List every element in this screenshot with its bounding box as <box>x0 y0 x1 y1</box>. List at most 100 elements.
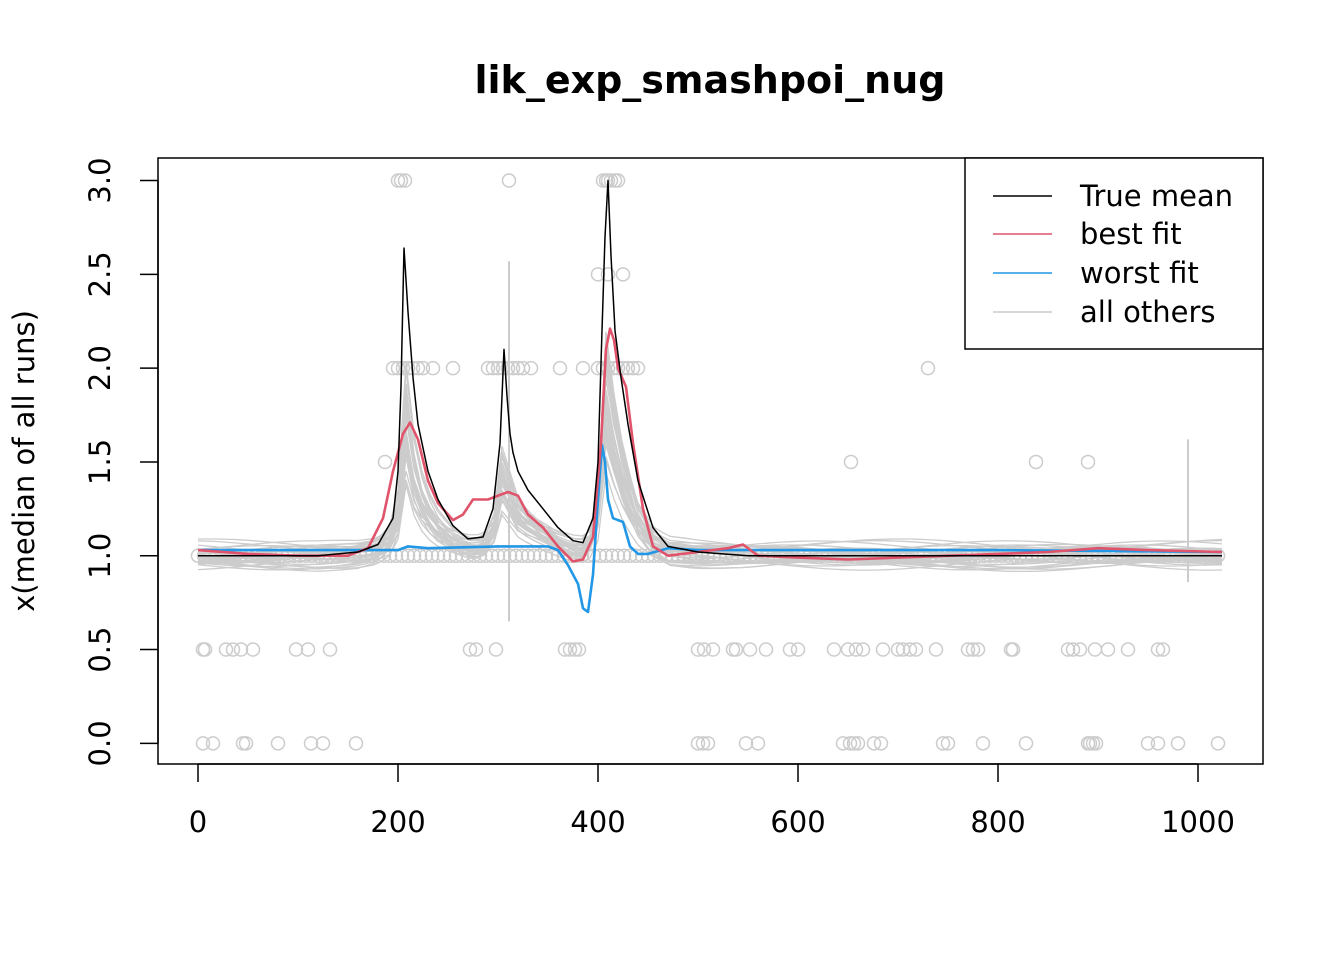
observation-point-274 <box>575 360 591 376</box>
observation-point-239 <box>965 642 981 657</box>
y-axis-label: x(median of all runs) <box>7 310 41 612</box>
observation-point-216 <box>562 642 578 657</box>
y-tick-label-4: 2.0 <box>83 345 117 391</box>
observation-point-269 <box>505 360 521 376</box>
observation-point-295 <box>603 173 619 188</box>
plot-area <box>190 173 1226 751</box>
x-tick-label-3: 600 <box>770 805 825 839</box>
observation-point-264 <box>480 360 496 376</box>
x-tick-label-0: 0 <box>189 805 207 839</box>
observation-point-255 <box>385 360 401 376</box>
observation-point-37 <box>406 548 422 563</box>
x-tick-label-4: 800 <box>970 805 1025 839</box>
observation-point-262 <box>425 360 441 376</box>
observation-point-242 <box>1005 642 1021 657</box>
observation-point-263 <box>445 360 461 376</box>
y-axis: 0.0 0.5 1.0 1.5 2.0 2.5 3.0 <box>83 157 159 766</box>
observation-point-173 <box>205 736 221 751</box>
other-run-line-7 <box>197 364 1223 563</box>
y-tick-label-5: 2.5 <box>83 251 117 297</box>
observation-point-281 <box>620 360 636 376</box>
other-run-line-16 <box>197 391 1223 564</box>
observation-point-175 <box>238 736 254 751</box>
observation-point-38 <box>412 548 428 563</box>
other-run-line-22 <box>197 430 1223 553</box>
observation-point-206 <box>225 642 241 657</box>
observation-point-237 <box>928 642 944 657</box>
legend-label-worst-fit: worst fit <box>1080 256 1199 290</box>
observation-point-193 <box>975 736 991 751</box>
observation-point-238 <box>960 642 976 657</box>
observation-point-47 <box>466 548 482 563</box>
observation-point-297 <box>610 173 626 188</box>
observation-point-210 <box>300 642 316 657</box>
observation-point-45 <box>454 548 470 563</box>
observation-point-53 <box>502 548 518 563</box>
observation-point-55 <box>514 548 530 563</box>
observation-point-36 <box>400 548 416 563</box>
observation-point-227 <box>790 642 806 657</box>
observation-point-184 <box>750 736 766 751</box>
observation-point-205 <box>218 642 234 657</box>
series-line-best-fit <box>197 327 1223 563</box>
observation-point-177 <box>303 736 319 751</box>
observation-point-226 <box>782 642 798 657</box>
y-tick-label-6: 3.0 <box>83 157 117 203</box>
observation-point-272 <box>523 360 539 376</box>
other-run-line-17 <box>197 344 1223 573</box>
observation-point-186 <box>842 736 858 751</box>
observation-point-199 <box>1140 736 1156 751</box>
observation-point-280 <box>615 360 631 376</box>
observation-point-65 <box>574 548 590 563</box>
observation-point-286 <box>600 267 616 282</box>
observation-point-268 <box>500 360 516 376</box>
observation-point-244 <box>1065 642 1081 657</box>
series-line-worst-fit <box>198 443 1223 614</box>
observation-point-213 <box>468 642 484 657</box>
observation-point-215 <box>557 642 573 657</box>
observation-point-236 <box>908 642 924 657</box>
legend-box <box>964 157 1264 350</box>
observation-point-291 <box>501 173 517 188</box>
other-run-line-30 <box>198 444 1223 551</box>
observation-point-240 <box>970 642 986 657</box>
observation-point-230 <box>848 642 864 657</box>
observation-point-252 <box>843 454 859 470</box>
y-tick-label-2: 1.0 <box>83 533 117 579</box>
other-run-line-14 <box>197 379 1223 557</box>
observation-point-49 <box>478 548 494 563</box>
observation-point-251 <box>377 454 393 470</box>
observation-point-257 <box>395 360 411 376</box>
observation-point-192 <box>940 736 956 751</box>
observation-point-201 <box>1170 736 1186 751</box>
observation-point-188 <box>850 736 866 751</box>
observation-point-72 <box>616 548 632 563</box>
observation-point-41 <box>430 548 446 563</box>
observation-point-284 <box>920 360 936 376</box>
observation-point-76 <box>640 548 656 563</box>
chart-title: lik_exp_smashpoi_nug <box>475 58 946 102</box>
y-tick-label-3: 1.5 <box>83 439 117 485</box>
other-run-line-8 <box>197 362 1223 571</box>
observation-point-247 <box>1100 642 1116 657</box>
observation-point-224 <box>742 642 758 657</box>
observation-point-178 <box>315 736 331 751</box>
observation-point-211 <box>322 642 338 657</box>
observation-point-218 <box>571 642 587 657</box>
observation-point-282 <box>625 360 641 376</box>
observation-point-46 <box>460 548 476 563</box>
other-run-line-18 <box>197 411 1223 559</box>
observation-point-59 <box>538 548 554 563</box>
observation-point-64 <box>568 548 584 563</box>
other-run-line-10 <box>197 371 1223 553</box>
observation-point-174 <box>235 736 251 751</box>
observation-point-289 <box>393 173 409 188</box>
observation-point-225 <box>758 642 774 657</box>
legend-label-all-others: all others <box>1080 295 1215 329</box>
observation-point-43 <box>442 548 458 563</box>
observation-point-62 <box>556 548 572 563</box>
observation-point-253 <box>1028 454 1044 470</box>
observation-point-70 <box>604 548 620 563</box>
observation-point-51 <box>490 548 506 563</box>
